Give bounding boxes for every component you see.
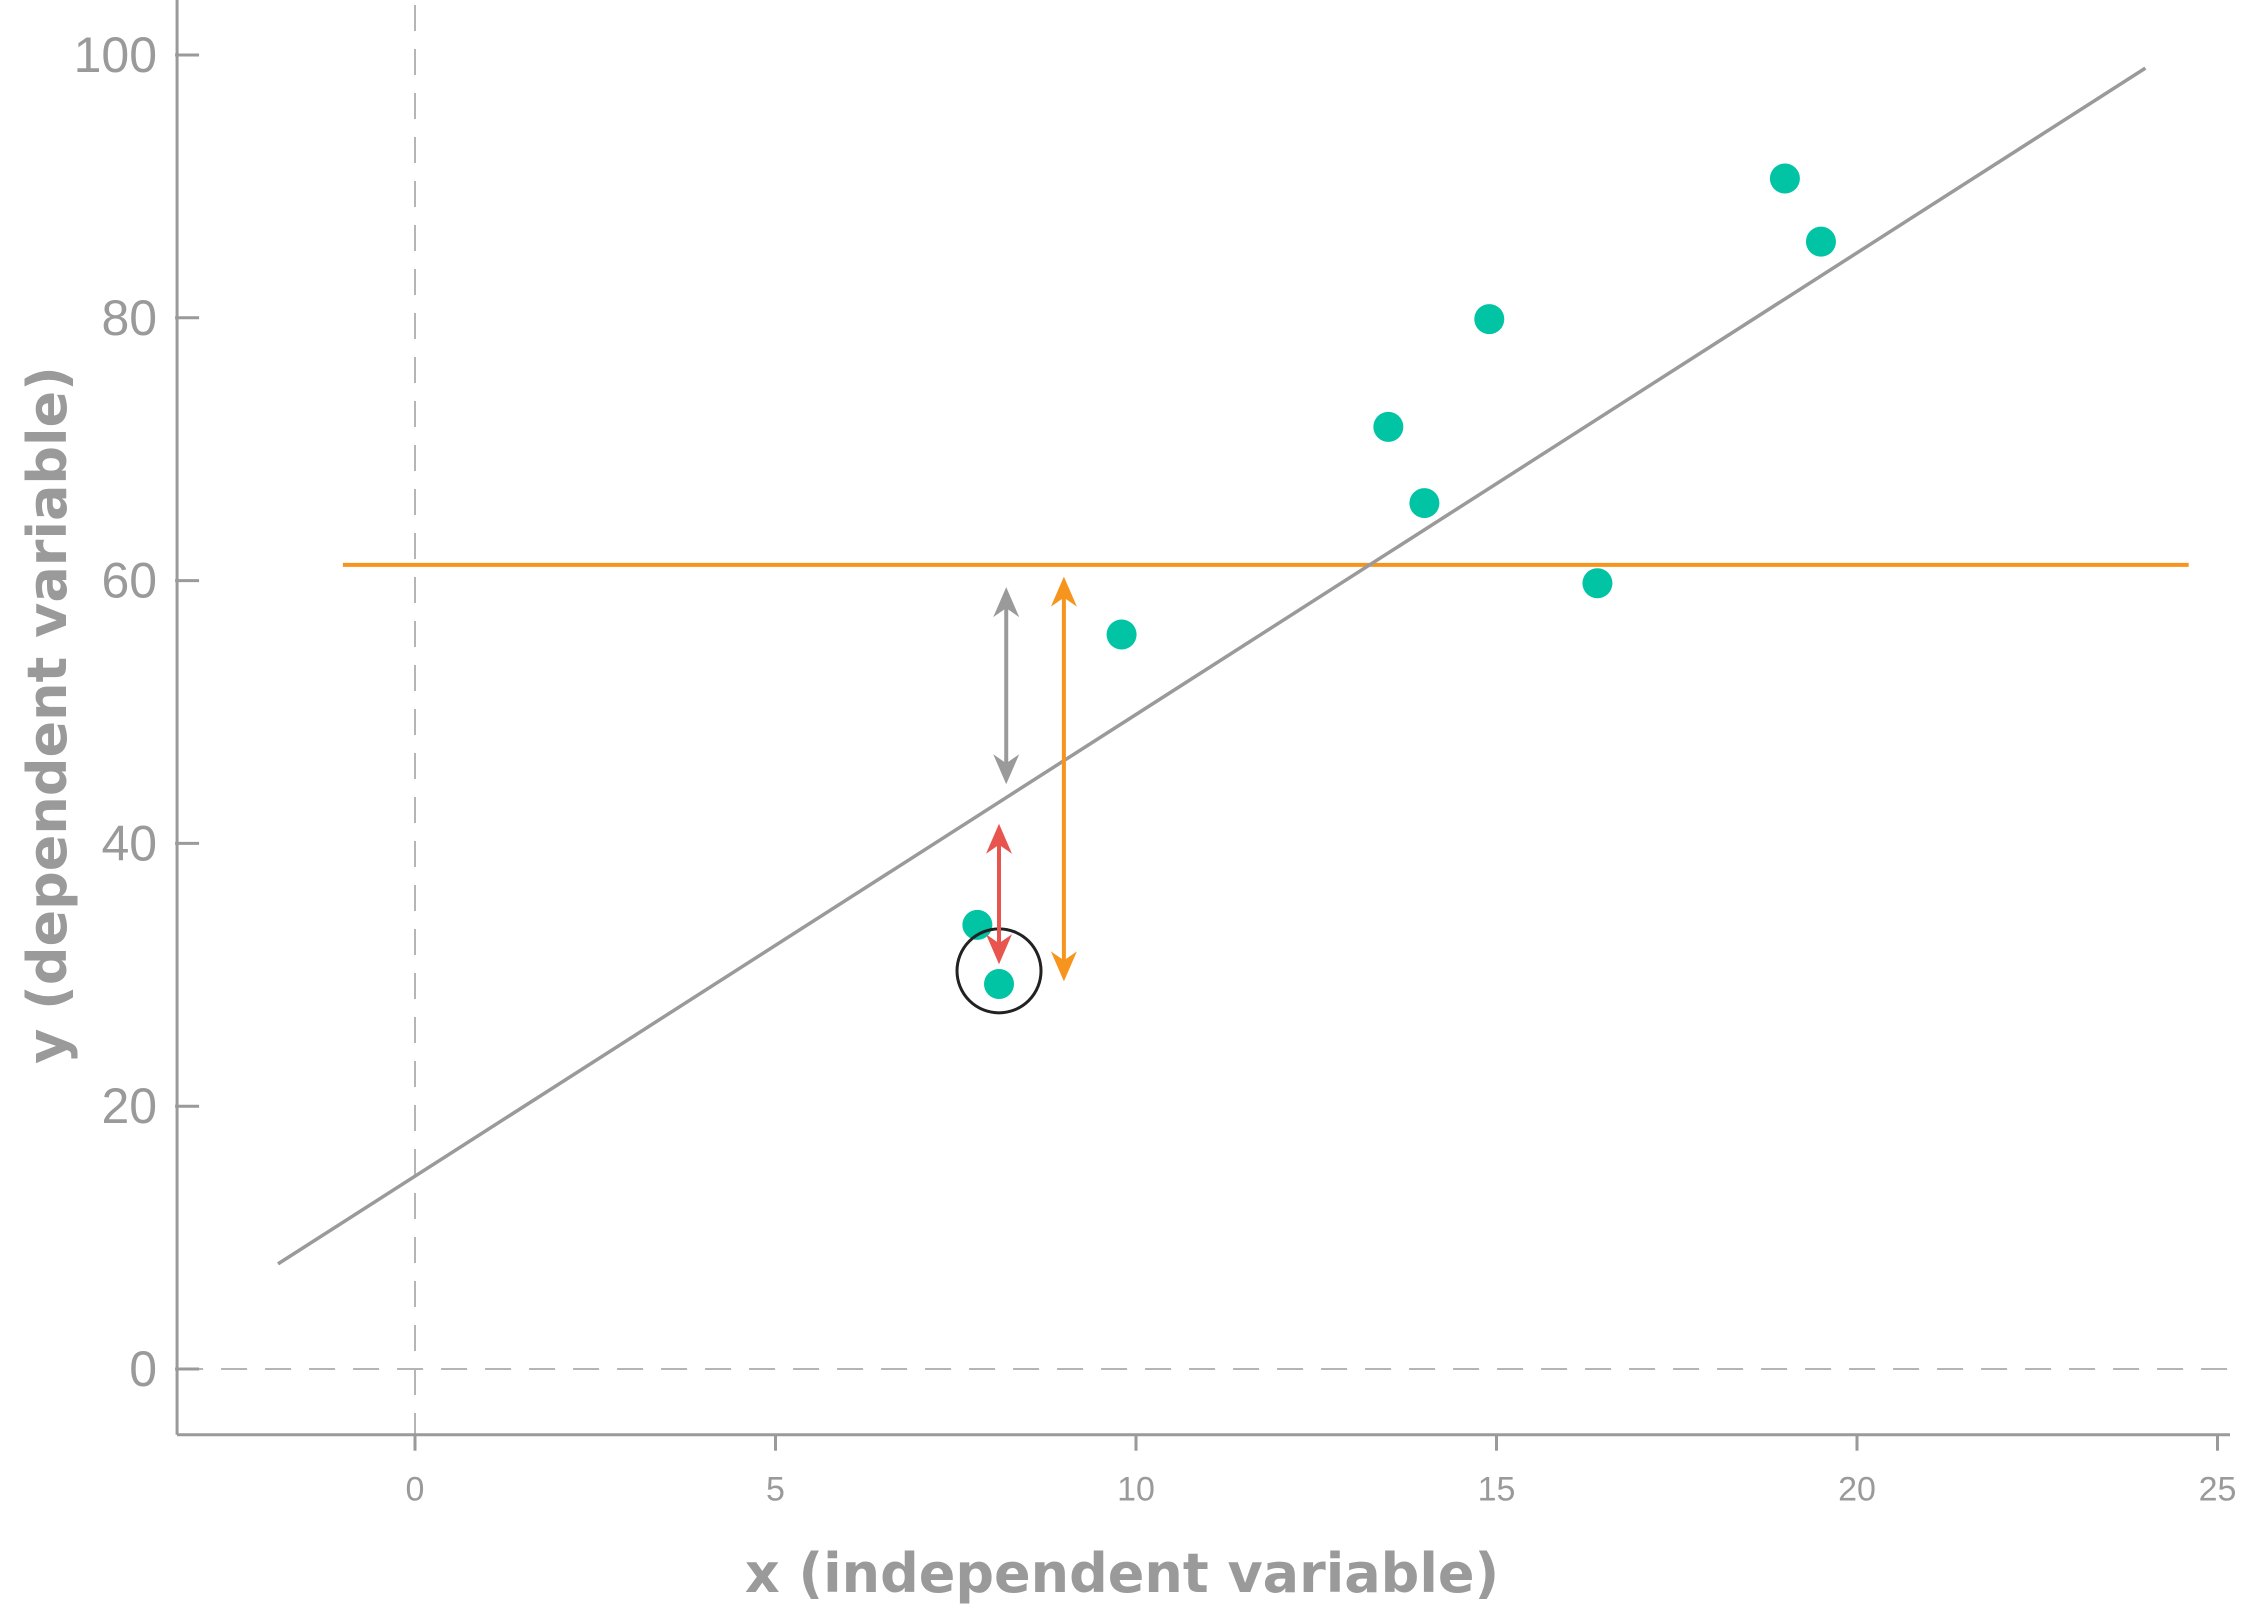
regression-line <box>277 66 2147 1266</box>
data-point <box>1582 568 1613 599</box>
residual-arrow-head-down <box>986 934 1013 965</box>
residual-arrow-head-up <box>986 823 1013 854</box>
total-arrow-head-down <box>1050 951 1077 982</box>
data-point <box>1805 226 1836 257</box>
explained-arrow-head-up <box>993 587 1020 618</box>
x-tick-label: 25 <box>2199 1471 2237 1509</box>
y-tick-label: 20 <box>101 1078 157 1134</box>
x-tick-label: 5 <box>766 1471 785 1509</box>
data-point <box>1769 163 1800 194</box>
x-tick-label: 15 <box>1478 1471 1516 1509</box>
y-tick-label: 60 <box>101 553 157 609</box>
y-axis-title: y (dependent variable) <box>16 366 79 1064</box>
y-tick-label: 40 <box>101 815 157 871</box>
total-arrow-head-up <box>1050 576 1077 607</box>
x-axis-title: x (independent variable) <box>745 1542 1499 1605</box>
y-tick-label: 100 <box>74 27 157 83</box>
explained-arrow-head-down <box>993 754 1020 785</box>
x-tick-label: 20 <box>1838 1471 1876 1509</box>
data-point <box>1106 619 1137 650</box>
data-point <box>1409 488 1440 519</box>
data-point <box>1373 411 1404 442</box>
x-tick-label: 0 <box>406 1471 425 1509</box>
data-point <box>984 968 1015 999</box>
x-tick-label: 10 <box>1117 1471 1155 1509</box>
y-tick-label: 80 <box>101 290 157 346</box>
data-point <box>1474 304 1505 335</box>
y-tick-label: 0 <box>129 1341 157 1397</box>
